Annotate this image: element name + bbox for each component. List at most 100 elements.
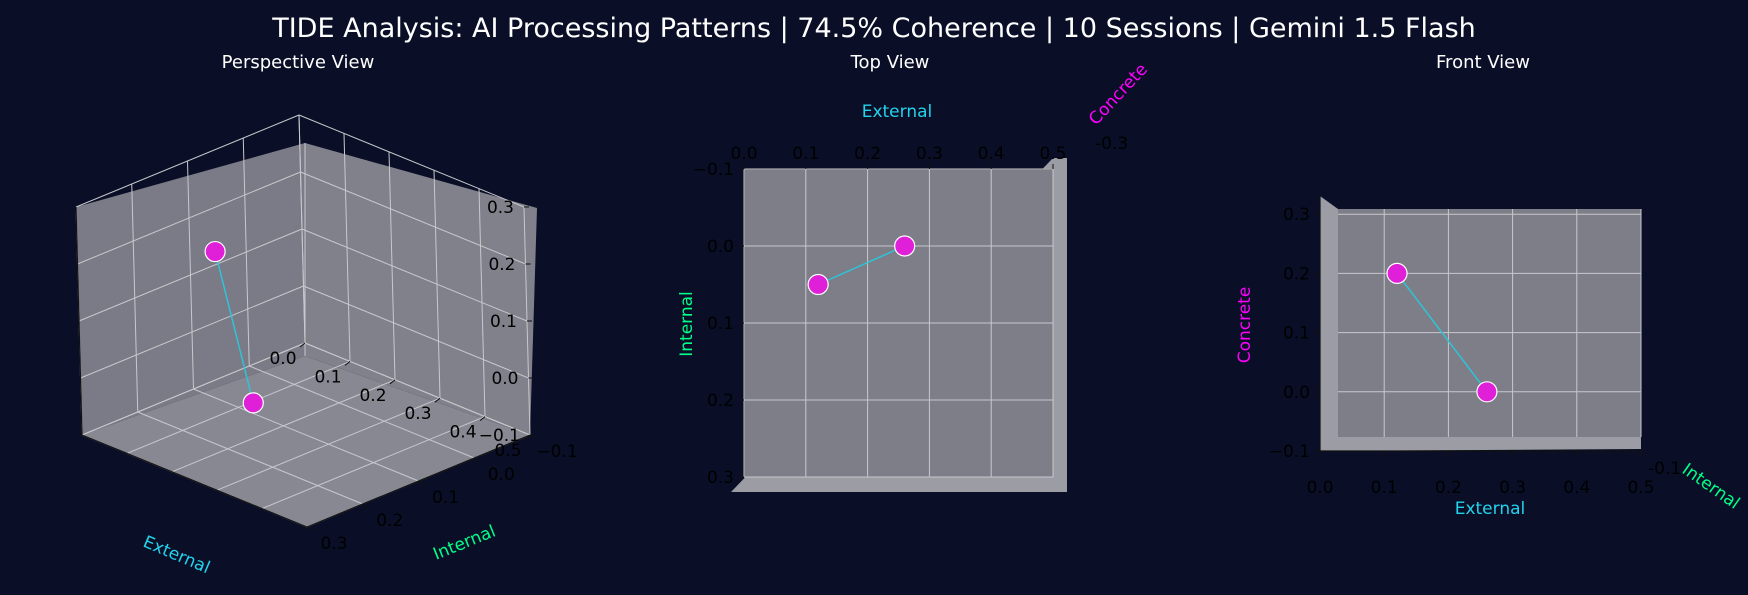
external-tick: 0.0 xyxy=(730,144,757,164)
external-tick: 0.3 xyxy=(404,404,431,424)
internal-tick: 0.1 xyxy=(707,314,734,334)
data-point xyxy=(807,273,829,296)
top-external-label: External xyxy=(862,102,933,122)
concrete-tick: 0.3 xyxy=(487,198,514,218)
perspective-panes xyxy=(76,143,537,527)
internal-tick: 0.0 xyxy=(707,237,734,257)
external-tick: 0.4 xyxy=(1563,478,1590,498)
external-tick: 0.2 xyxy=(1435,478,1462,498)
front-internal-label: Internal xyxy=(1678,460,1743,514)
tick-mark xyxy=(362,503,369,509)
internal-tick: 0.3 xyxy=(707,468,734,488)
top-data xyxy=(807,235,916,296)
front-ticks: 0.0 0.1 0.2 0.3 0.4 0.5 −0.1 0.0 0.1 0.2 0.3 xyxy=(1269,205,1655,498)
grid-line xyxy=(301,228,528,322)
external-tick: 0.0 xyxy=(1306,478,1333,498)
front-panel: Front View 0.0 0.1 0.2 0.3 0.4 0.5−0.10.00.10… xyxy=(1235,52,1743,519)
grid-line xyxy=(77,171,301,265)
internal-tick: 0.2 xyxy=(707,391,734,411)
external-tick: 0.0 xyxy=(269,349,296,369)
grid-line xyxy=(298,114,525,208)
top-panel: Top View 0.0 0.1 0.2 0.3 0.4 0.5−0.10.00.10.2… xyxy=(677,52,1152,492)
external-tick: 0.2 xyxy=(854,144,881,164)
top-ticks: 0.0 0.1 0.2 0.3 0.4 0.5−0.10.00.10.20.3 xyxy=(693,144,1067,488)
front-pane xyxy=(1338,209,1641,437)
grid-line xyxy=(249,365,475,459)
trajectory-line xyxy=(214,251,254,404)
internal-tick: 0.1 xyxy=(432,488,459,508)
external-tick: 0.5 xyxy=(1627,478,1654,498)
data-point xyxy=(894,235,916,257)
concrete-axis-line xyxy=(75,206,83,436)
concrete-tick: −0.1 xyxy=(1269,442,1310,462)
internal-tick: 0.0 xyxy=(488,465,515,485)
grid-line xyxy=(193,388,419,482)
grid-line xyxy=(75,114,300,208)
external-tick: 0.1 xyxy=(1371,478,1398,498)
external-tick: 0.5 xyxy=(1039,144,1066,164)
perspective-ticks: 0.00.10.20.30.40.5 −0.10.00.10.20.3−0.10.… xyxy=(269,198,577,554)
top-depth-ticks: -0.3 xyxy=(1095,134,1128,154)
top-title: Top View xyxy=(850,52,930,73)
tick-mark xyxy=(306,526,313,532)
perspective-panel: Perspective View 0.00.10.20.30.40.5 −0.10… xyxy=(75,52,578,578)
concrete-tick: 0.2 xyxy=(488,255,515,275)
top-internal-label: Internal xyxy=(677,291,697,357)
grid-line xyxy=(80,285,304,379)
front-external-label: External xyxy=(1455,499,1526,519)
perspective-internal-label: Internal xyxy=(430,522,498,565)
concrete-tick: 0.3 xyxy=(1283,205,1310,225)
trajectory-line xyxy=(1396,272,1488,393)
front-concrete-label: Concrete xyxy=(1235,287,1255,364)
tick-mark xyxy=(529,434,536,440)
tick-mark xyxy=(418,480,424,486)
grid-line xyxy=(303,285,529,379)
tick-mark xyxy=(344,361,351,366)
concrete-tick: 0.2 xyxy=(1283,264,1310,284)
external-tick: 0.3 xyxy=(916,144,943,164)
external-tick: 0.3 xyxy=(1499,478,1526,498)
tick-mark xyxy=(389,379,396,385)
perspective-title: Perspective View xyxy=(222,52,375,73)
internal-tick: 0.2 xyxy=(376,511,403,531)
tick-mark xyxy=(434,397,441,403)
external-tick: 0.1 xyxy=(314,367,341,387)
external-tick: 0.4 xyxy=(978,144,1005,164)
pane-floor xyxy=(82,356,530,527)
grid-line xyxy=(137,411,363,505)
external-axis-line xyxy=(81,434,308,528)
external-tick: 0.5 xyxy=(494,441,521,461)
concrete-tick: 0.0 xyxy=(1283,383,1310,403)
external-tick: 0.2 xyxy=(359,386,386,406)
grid-line xyxy=(304,342,531,436)
concrete-tick: 0.1 xyxy=(1283,324,1310,344)
external-tick: 0.4 xyxy=(449,423,476,443)
tick-mark xyxy=(299,342,306,348)
data-point xyxy=(1386,262,1408,284)
concrete-tick: −0.1 xyxy=(479,426,520,446)
front-data xyxy=(1386,262,1498,403)
grid-line xyxy=(81,342,306,436)
tick-mark xyxy=(473,457,480,463)
top-grid xyxy=(743,168,1054,478)
perspective-data xyxy=(204,240,264,414)
internal-tick: 0.3 xyxy=(320,534,347,554)
internal-tick: −0.1 xyxy=(536,442,577,462)
perspective-external-label: External xyxy=(140,532,213,578)
front-title: Front View xyxy=(1436,52,1530,73)
grid-line xyxy=(300,171,526,265)
external-tick: 0.1 xyxy=(792,144,819,164)
concrete-tick: 0.1 xyxy=(490,312,517,332)
tick-mark xyxy=(479,416,486,421)
tick-mark xyxy=(524,434,531,440)
internal-tick: −0.1 xyxy=(693,160,734,180)
data-point xyxy=(242,392,264,414)
concrete-tick: 0.0 xyxy=(491,369,518,389)
top-concrete-label: Concrete xyxy=(1085,60,1152,130)
data-point xyxy=(1476,381,1498,403)
perspective-grid xyxy=(75,114,531,528)
grid-line xyxy=(78,228,303,322)
data-point xyxy=(204,240,226,263)
figure-title: TIDE Analysis: AI Processing Patterns | … xyxy=(271,13,1476,44)
